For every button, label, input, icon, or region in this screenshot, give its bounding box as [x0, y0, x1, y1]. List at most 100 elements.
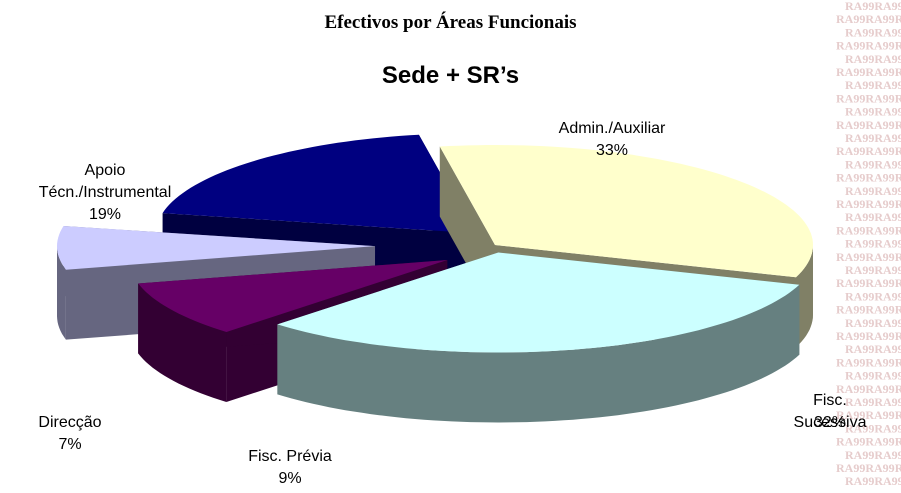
- watermark-part: RA99: [845, 342, 874, 356]
- watermark-part: RA99: [874, 263, 901, 277]
- watermark-part: RA99: [874, 395, 901, 409]
- watermark-part: RA99: [845, 474, 874, 488]
- watermark-part: RA99: [836, 461, 865, 475]
- watermark-part: RA99: [895, 250, 901, 264]
- watermark-part: RA99: [874, 421, 901, 435]
- watermark-part: RA99: [895, 435, 901, 449]
- watermark-part: RA99: [845, 395, 874, 409]
- watermark-part: RA99: [895, 408, 901, 422]
- watermark-part: RA99: [845, 263, 874, 277]
- watermark-part: RA99: [895, 329, 901, 343]
- watermark-part: RA99: [836, 276, 865, 290]
- watermark-part: RA99: [874, 78, 901, 92]
- watermark-part: RA99: [865, 91, 894, 105]
- slice-value-label: 19%: [88, 206, 122, 223]
- watermark-part: RA99: [895, 65, 901, 79]
- watermark-part: RA99: [836, 91, 865, 105]
- watermark-part: RA99: [874, 131, 901, 145]
- watermark-part: RA99: [895, 303, 901, 317]
- watermark-part: RA99: [895, 382, 901, 396]
- watermark-part: RA99: [836, 303, 865, 317]
- slice: [162, 134, 475, 234]
- watermark-part: RA99: [874, 316, 901, 330]
- watermark-part: RA99: [895, 355, 901, 369]
- watermark-part: RA99: [836, 223, 865, 237]
- watermark-part: RA99: [845, 289, 874, 303]
- watermark-part: RA99: [895, 276, 901, 290]
- watermark-part: RA99: [895, 12, 901, 26]
- watermark-part: RA99: [874, 105, 901, 119]
- watermark-part: RA99: [845, 78, 874, 92]
- watermark-part: RA99: [874, 0, 901, 13]
- watermark-part: RA99: [865, 223, 894, 237]
- slice-label: Fisc. Sucessiva: [793, 392, 867, 431]
- watermark-part: RA99: [895, 118, 901, 132]
- slice-wall: [57, 246, 66, 340]
- watermark-part: RA99: [845, 369, 874, 383]
- watermark-part: RA99: [836, 382, 865, 396]
- watermark-part: RA99: [845, 0, 874, 13]
- slice: [277, 252, 800, 353]
- watermark-part: RA99: [865, 197, 894, 211]
- watermark-part: RA99: [874, 369, 901, 383]
- watermark-part: RA99: [865, 250, 894, 264]
- watermark-part: RA99: [845, 316, 874, 330]
- watermark-part: RA99: [836, 12, 865, 26]
- watermark-part: RA99: [865, 12, 894, 26]
- watermark-part: RA99: [874, 237, 901, 251]
- slice-wall: [796, 245, 813, 348]
- slice: [439, 145, 813, 278]
- chart-title: Efectivos por Áreas Funcionais: [324, 12, 577, 33]
- slice: [138, 260, 448, 332]
- watermark-part: RA99: [865, 461, 894, 475]
- watermark-part: RA99: [895, 144, 901, 158]
- watermark-part: RA99: [836, 144, 865, 158]
- watermark-part: RA99: [865, 118, 894, 132]
- watermark-part: RA99: [865, 408, 894, 422]
- watermark-part: RA99: [865, 382, 894, 396]
- watermark-part: RA99: [865, 276, 894, 290]
- watermark-part: RA99: [874, 184, 901, 198]
- watermark-part: RA99: [836, 329, 865, 343]
- slice-wall: [277, 284, 800, 423]
- slice-label: Apoio Técn./Instrumental: [38, 162, 172, 201]
- watermark-part: RA99: [865, 171, 894, 185]
- watermark-part: RA99: [845, 131, 874, 145]
- watermark-part: RA99: [865, 39, 894, 53]
- watermark-part: RA99: [874, 448, 901, 462]
- watermark-part: RA99: [874, 289, 901, 303]
- watermark-part: RA99: [845, 421, 874, 435]
- slice-value-label: 7%: [58, 436, 82, 453]
- watermark-part: RA99: [845, 52, 874, 66]
- slice-value-label: 33%: [595, 142, 629, 159]
- watermark-part: RA99: [895, 197, 901, 211]
- watermark-part: RA99: [845, 184, 874, 198]
- watermark-part: RA99: [895, 171, 901, 185]
- watermark-part: RA99: [845, 210, 874, 224]
- watermark-part: RA99: [836, 39, 865, 53]
- watermark-part: RA99: [865, 303, 894, 317]
